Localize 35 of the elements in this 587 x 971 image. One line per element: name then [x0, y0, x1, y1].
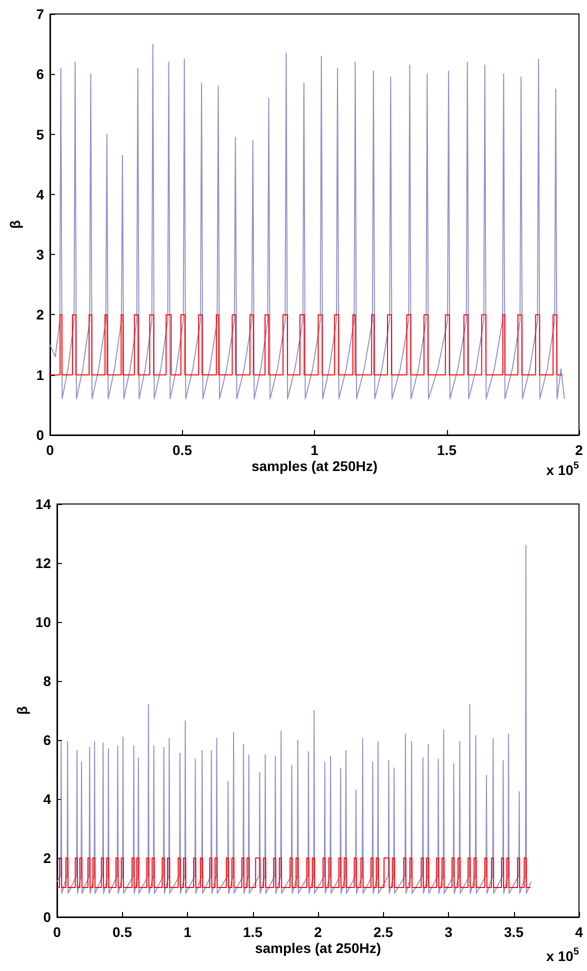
x-tick-label: 0.5 [112, 924, 132, 940]
y-tick-label: 6 [36, 66, 44, 82]
x-tick-label: 0.5 [172, 442, 192, 458]
line-series [56, 544, 532, 894]
x-tick-label: 2 [575, 442, 584, 458]
x-tick-label: 4 [575, 924, 584, 940]
y-tick-label: 14 [35, 496, 52, 512]
y-tick-label: 3 [36, 246, 44, 263]
x-tick-label: 1 [310, 442, 319, 458]
x-tick-label: 1.5 [243, 924, 263, 940]
x-tick-label: 3.5 [504, 924, 524, 940]
x-tick-label: 2 [314, 924, 322, 940]
x-axis-title: samples (at 250Hz) [254, 940, 382, 956]
y-tick-label: 10 [35, 614, 52, 630]
x-axis-title: samples (at 250Hz) [251, 458, 378, 474]
y-tick-label: 0 [36, 427, 44, 443]
y-tick-label: 0 [43, 909, 52, 925]
y-tick-label: 7 [36, 6, 44, 22]
y-axis-title: β [7, 220, 23, 229]
x-tick-label: 1 [184, 924, 192, 940]
y-tick-label: 8 [43, 673, 52, 689]
y-tick-label: 1 [36, 366, 44, 383]
y-tick-label: 4 [43, 791, 52, 807]
y-axis-title: β [14, 706, 30, 715]
x-tick-label: 0 [53, 924, 62, 940]
y-tick-label: 4 [36, 186, 44, 202]
y-tick-label: 12 [35, 555, 52, 571]
x-tick-label: 1.5 [437, 442, 457, 458]
y-tick-label: 6 [43, 732, 52, 748]
y-tick-label: 2 [43, 850, 52, 866]
y-tick-label: 5 [36, 126, 44, 142]
y-tick-label: 2 [36, 306, 44, 323]
x-tick-label: 2.5 [374, 924, 394, 940]
line-series [50, 44, 565, 400]
x-tick-label: 3 [444, 924, 453, 940]
